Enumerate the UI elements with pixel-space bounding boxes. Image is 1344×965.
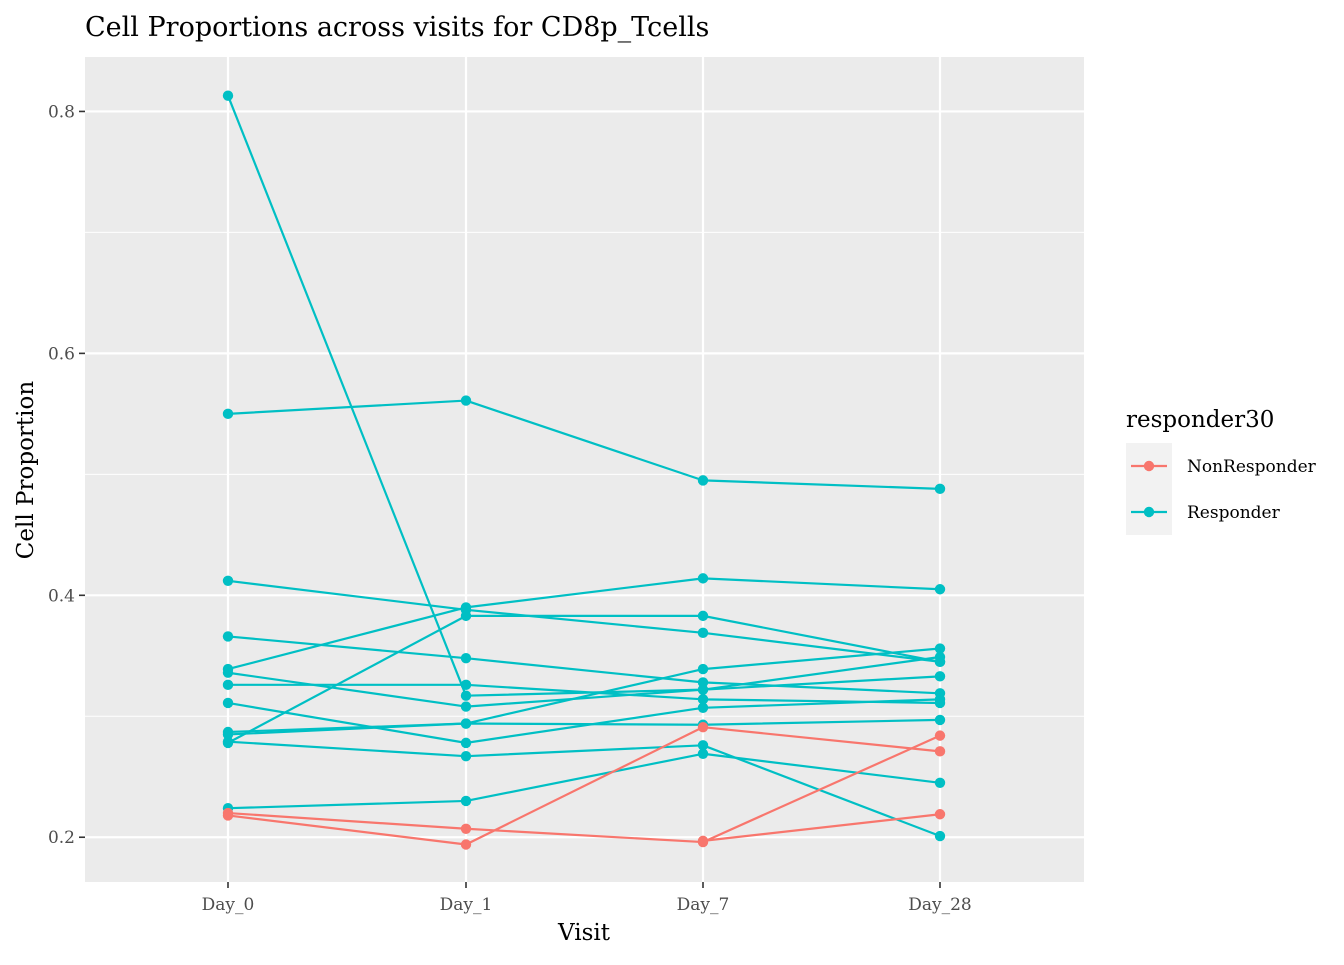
data-point-responder <box>934 830 946 842</box>
data-point-responder <box>222 736 234 747</box>
series-line-responder <box>227 740 941 838</box>
data-point-responder <box>934 714 946 726</box>
series-line-responder <box>227 399 941 490</box>
data-point-responder <box>934 694 946 705</box>
y-tick-label: 0.4 <box>48 586 75 606</box>
data-point-responder <box>934 584 946 595</box>
data-point-responder <box>222 729 234 740</box>
data-point-responder <box>934 483 946 495</box>
data-point-responder <box>460 690 472 701</box>
y-tick-label: 0.6 <box>48 344 75 364</box>
legend-key-background <box>1126 443 1172 535</box>
series-line-responder <box>227 579 941 663</box>
data-point-nonresponder <box>460 823 472 834</box>
legend: responder30 NonResponder Responder <box>1126 407 1317 535</box>
series-line-responder <box>227 614 941 744</box>
data-point-responder <box>934 656 946 668</box>
data-point-responder <box>460 602 472 613</box>
data-point-responder <box>697 748 709 759</box>
y-tick-label: 0.2 <box>48 828 75 848</box>
data-point-responder <box>222 697 234 709</box>
series-line-nonresponder <box>702 813 941 842</box>
data-point-responder <box>697 702 709 714</box>
plot-panel <box>85 57 1084 882</box>
x-axis-title: Visit <box>557 920 611 946</box>
data-point-nonresponder <box>934 746 946 757</box>
data-point-responder <box>934 777 946 789</box>
series-line-responder <box>228 683 941 705</box>
x-tick-label: Day_1 <box>440 895 493 915</box>
data-point-responder <box>460 795 472 807</box>
series-line-nonresponder <box>227 734 941 844</box>
legend-entry-label: NonResponder <box>1187 457 1317 477</box>
x-axis: Day_0 Day_1 Day_7 Day_28 <box>202 882 972 915</box>
data-points <box>222 90 946 850</box>
data-point-nonresponder <box>934 809 946 820</box>
series-line-responder <box>227 752 941 810</box>
data-point-responder <box>697 610 709 622</box>
data-point-responder <box>222 408 234 420</box>
data-point-responder <box>697 677 709 688</box>
legend-key-point <box>1143 506 1155 518</box>
data-point-responder <box>222 90 234 101</box>
legend-key-point <box>1143 460 1155 472</box>
series-line-responder <box>227 718 941 736</box>
legend-title: responder30 <box>1126 407 1274 433</box>
data-point-responder <box>934 643 946 654</box>
x-tick-label: Day_0 <box>202 895 255 915</box>
x-tick-label: Day_7 <box>677 895 730 915</box>
data-point-nonresponder <box>222 810 234 821</box>
y-axis-title: Cell Proportion <box>13 381 39 560</box>
data-point-nonresponder <box>697 835 709 847</box>
series-line-responder <box>227 647 941 734</box>
data-point-responder <box>460 701 472 712</box>
data-point-responder <box>222 575 234 586</box>
data-point-responder <box>460 653 472 664</box>
series-line-responder <box>227 671 941 708</box>
series-line-responder <box>227 635 941 695</box>
data-point-responder <box>697 475 709 486</box>
data-point-responder <box>934 671 946 682</box>
series-lines <box>226 95 941 846</box>
data-point-responder <box>222 631 234 642</box>
x-tick-label: Day_28 <box>908 895 972 915</box>
series-line-responder <box>227 698 941 744</box>
data-point-responder <box>460 750 472 762</box>
y-tick-label: 0.8 <box>48 102 75 122</box>
y-axis: 0.2 0.4 0.6 0.8 <box>48 102 85 848</box>
data-point-responder <box>460 679 472 691</box>
data-point-responder <box>697 573 709 584</box>
data-point-responder <box>697 684 709 695</box>
data-point-responder <box>460 737 472 749</box>
data-point-nonresponder <box>460 839 472 850</box>
data-point-nonresponder <box>934 730 946 741</box>
data-point-responder <box>222 679 234 691</box>
data-point-responder <box>697 740 709 751</box>
data-point-responder <box>697 694 709 705</box>
data-point-responder <box>460 718 472 729</box>
data-point-responder <box>697 627 709 639</box>
series-line-nonresponder <box>227 726 941 846</box>
data-point-responder <box>460 610 472 622</box>
legend-entry-label: Responder <box>1187 503 1281 523</box>
data-point-responder <box>460 395 472 406</box>
series-line-responder <box>227 577 941 671</box>
data-point-responder <box>222 667 234 678</box>
data-point-nonresponder <box>697 721 709 733</box>
chart-title: Cell Proportions across visits for CD8p_… <box>85 12 709 43</box>
data-point-responder <box>697 663 709 675</box>
